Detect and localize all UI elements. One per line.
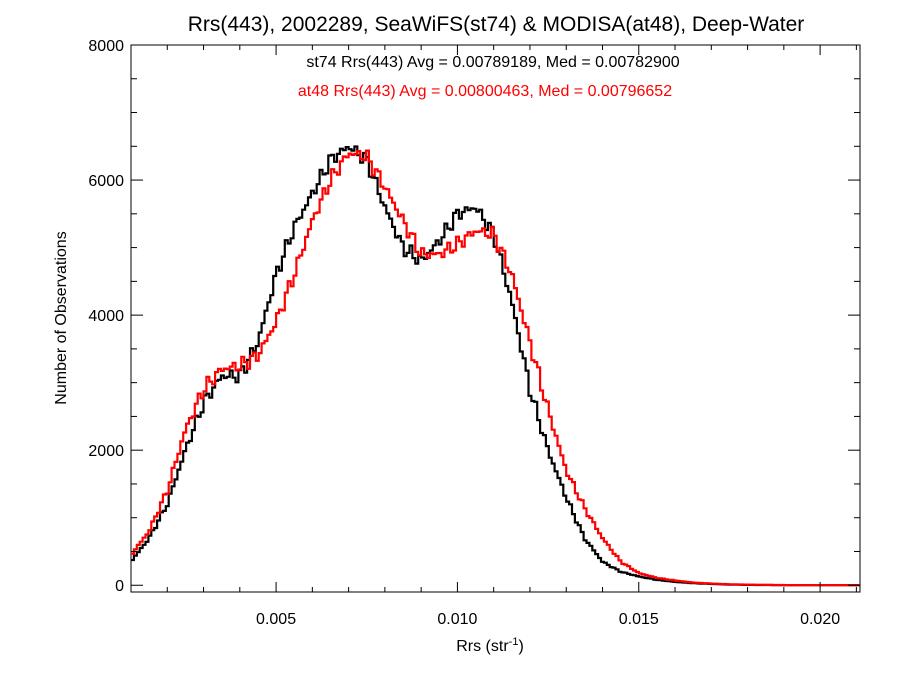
x-tick-label: 0.010 — [437, 611, 477, 628]
y-tick-label: 8000 — [88, 38, 124, 55]
y-tick-label: 0 — [115, 578, 124, 595]
x-tick-label: 0.015 — [619, 611, 659, 628]
x-tick-label: 0.020 — [800, 611, 840, 628]
plot-frame — [130, 44, 861, 593]
series-layer — [131, 145, 860, 587]
y-tick-label: 4000 — [88, 308, 124, 325]
y-tick-label: 2000 — [88, 443, 124, 460]
x-tick-label: 0.005 — [256, 611, 296, 628]
chart-title: Rrs(443), 2002289, SeaWiFS(st74) & MODIS… — [188, 13, 805, 36]
annotation-at48: at48 Rrs(443) Avg = 0.00800463, Med = 0.… — [298, 83, 672, 100]
ticks-layer: 0.005 0.010 0.015 0.020 0 2000 4000 6000 8000 — [88, 38, 860, 628]
y-tick-label: 6000 — [88, 173, 124, 190]
annotation-st74: st74 Rrs(443) Avg = 0.00789189, Med = 0.… — [306, 54, 679, 71]
x-axis-label: Rrs (str-1) — [456, 636, 524, 655]
series-at48 — [131, 149, 860, 587]
y-axis-label: Number of Observations — [53, 231, 70, 404]
